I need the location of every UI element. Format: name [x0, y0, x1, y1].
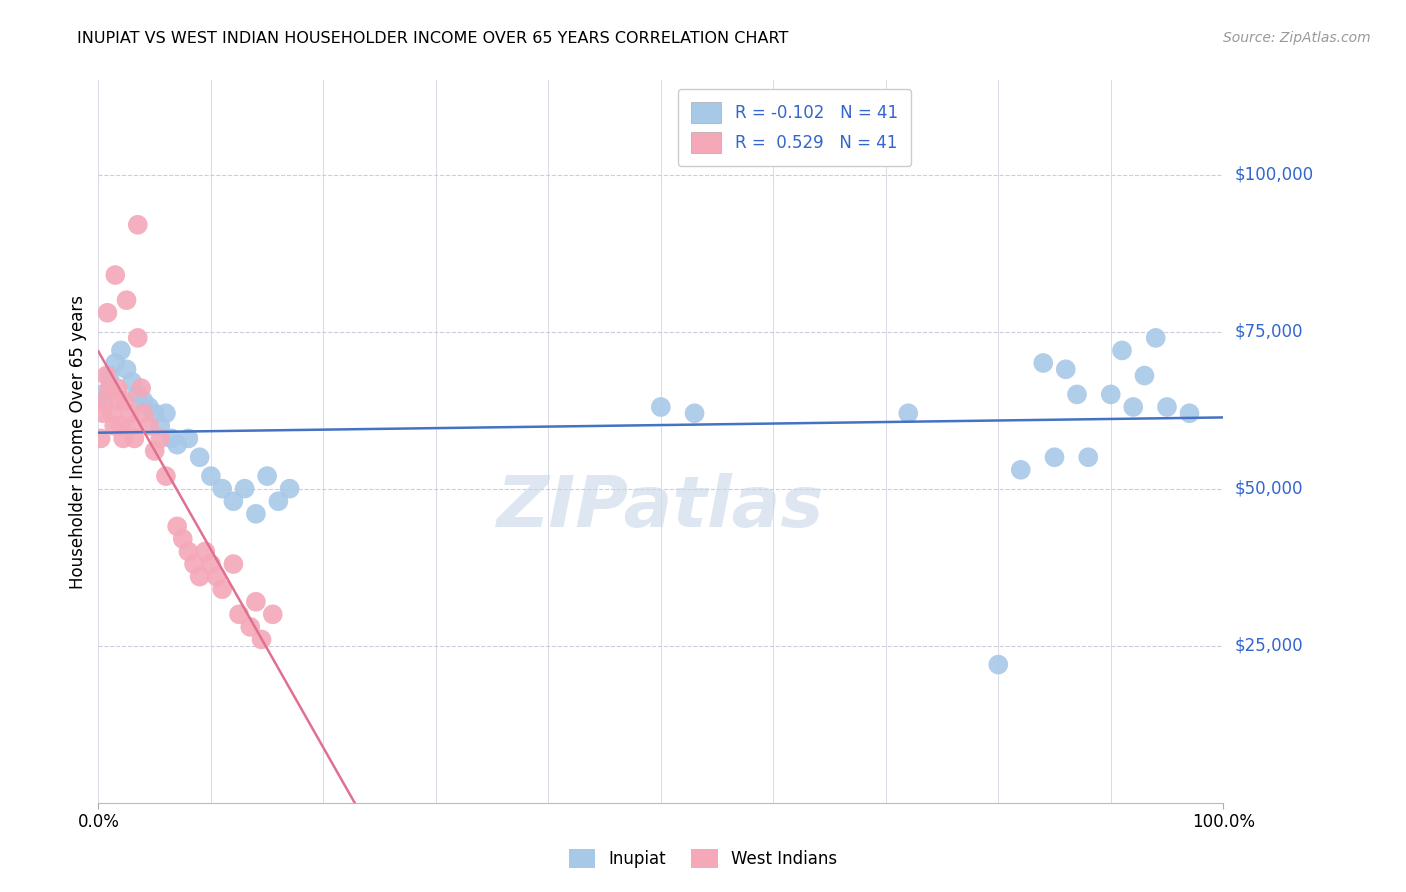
Point — [683, 406, 706, 420]
Point — [1099, 387, 1122, 401]
Point — [149, 418, 172, 433]
Point — [1156, 400, 1178, 414]
Point — [245, 507, 267, 521]
Point — [129, 381, 152, 395]
Point — [127, 387, 149, 401]
Point — [233, 482, 256, 496]
Point — [177, 544, 200, 558]
Point — [183, 557, 205, 571]
Point — [188, 450, 211, 465]
Point — [104, 356, 127, 370]
Point — [278, 482, 301, 496]
Point — [91, 406, 114, 420]
Point — [1077, 450, 1099, 465]
Point — [1144, 331, 1167, 345]
Text: $50,000: $50,000 — [1234, 480, 1303, 498]
Point — [127, 218, 149, 232]
Point — [222, 494, 245, 508]
Text: Source: ZipAtlas.com: Source: ZipAtlas.com — [1223, 31, 1371, 45]
Point — [166, 519, 188, 533]
Point — [262, 607, 284, 622]
Point — [205, 569, 228, 583]
Point — [200, 557, 222, 571]
Point — [250, 632, 273, 647]
Point — [132, 393, 155, 408]
Point — [110, 418, 132, 433]
Point — [211, 482, 233, 496]
Text: $100,000: $100,000 — [1234, 166, 1313, 184]
Point — [124, 431, 146, 445]
Point — [96, 306, 118, 320]
Point — [267, 494, 290, 508]
Point — [112, 431, 135, 445]
Point — [155, 469, 177, 483]
Point — [107, 381, 129, 395]
Point — [650, 400, 672, 414]
Point — [115, 293, 138, 308]
Point — [149, 431, 172, 445]
Point — [121, 375, 143, 389]
Text: INUPIAT VS WEST INDIAN HOUSEHOLDER INCOME OVER 65 YEARS CORRELATION CHART: INUPIAT VS WEST INDIAN HOUSEHOLDER INCOM… — [77, 31, 789, 46]
Point — [1032, 356, 1054, 370]
Point — [1010, 463, 1032, 477]
Point — [103, 418, 125, 433]
Point — [177, 431, 200, 445]
Point — [194, 544, 217, 558]
Point — [1111, 343, 1133, 358]
Point — [143, 406, 166, 420]
Point — [166, 438, 188, 452]
Point — [897, 406, 920, 420]
Point — [1122, 400, 1144, 414]
Point — [228, 607, 250, 622]
Point — [188, 569, 211, 583]
Point — [90, 431, 112, 445]
Point — [127, 331, 149, 345]
Point — [239, 620, 262, 634]
Point — [90, 387, 112, 401]
Point — [1133, 368, 1156, 383]
Point — [155, 406, 177, 420]
Point — [132, 406, 155, 420]
Legend: Inupiat, West Indians: Inupiat, West Indians — [562, 842, 844, 875]
Point — [110, 343, 132, 358]
Point — [222, 557, 245, 571]
Point — [118, 406, 141, 420]
Point — [114, 393, 136, 408]
Point — [211, 582, 233, 597]
Point — [104, 268, 127, 282]
Point — [1043, 450, 1066, 465]
Text: ZIPatlas: ZIPatlas — [498, 473, 824, 542]
Point — [101, 406, 124, 420]
Point — [143, 444, 166, 458]
Point — [987, 657, 1010, 672]
Text: $75,000: $75,000 — [1234, 323, 1303, 341]
Point — [1178, 406, 1201, 420]
Text: $25,000: $25,000 — [1234, 637, 1303, 655]
Point — [172, 532, 194, 546]
Point — [160, 431, 183, 445]
Point — [1054, 362, 1077, 376]
Point — [96, 368, 118, 383]
Point — [256, 469, 278, 483]
Point — [98, 381, 121, 395]
Point — [107, 393, 129, 408]
Point — [121, 418, 143, 433]
Point — [245, 595, 267, 609]
Y-axis label: Householder Income Over 65 years: Householder Income Over 65 years — [69, 294, 87, 589]
Point — [93, 393, 115, 408]
Point — [200, 469, 222, 483]
Point — [115, 362, 138, 376]
Point — [1066, 387, 1088, 401]
Point — [98, 368, 121, 383]
Legend: R = -0.102   N = 41, R =  0.529   N = 41: R = -0.102 N = 41, R = 0.529 N = 41 — [678, 88, 911, 167]
Point — [138, 400, 160, 414]
Point — [138, 418, 160, 433]
